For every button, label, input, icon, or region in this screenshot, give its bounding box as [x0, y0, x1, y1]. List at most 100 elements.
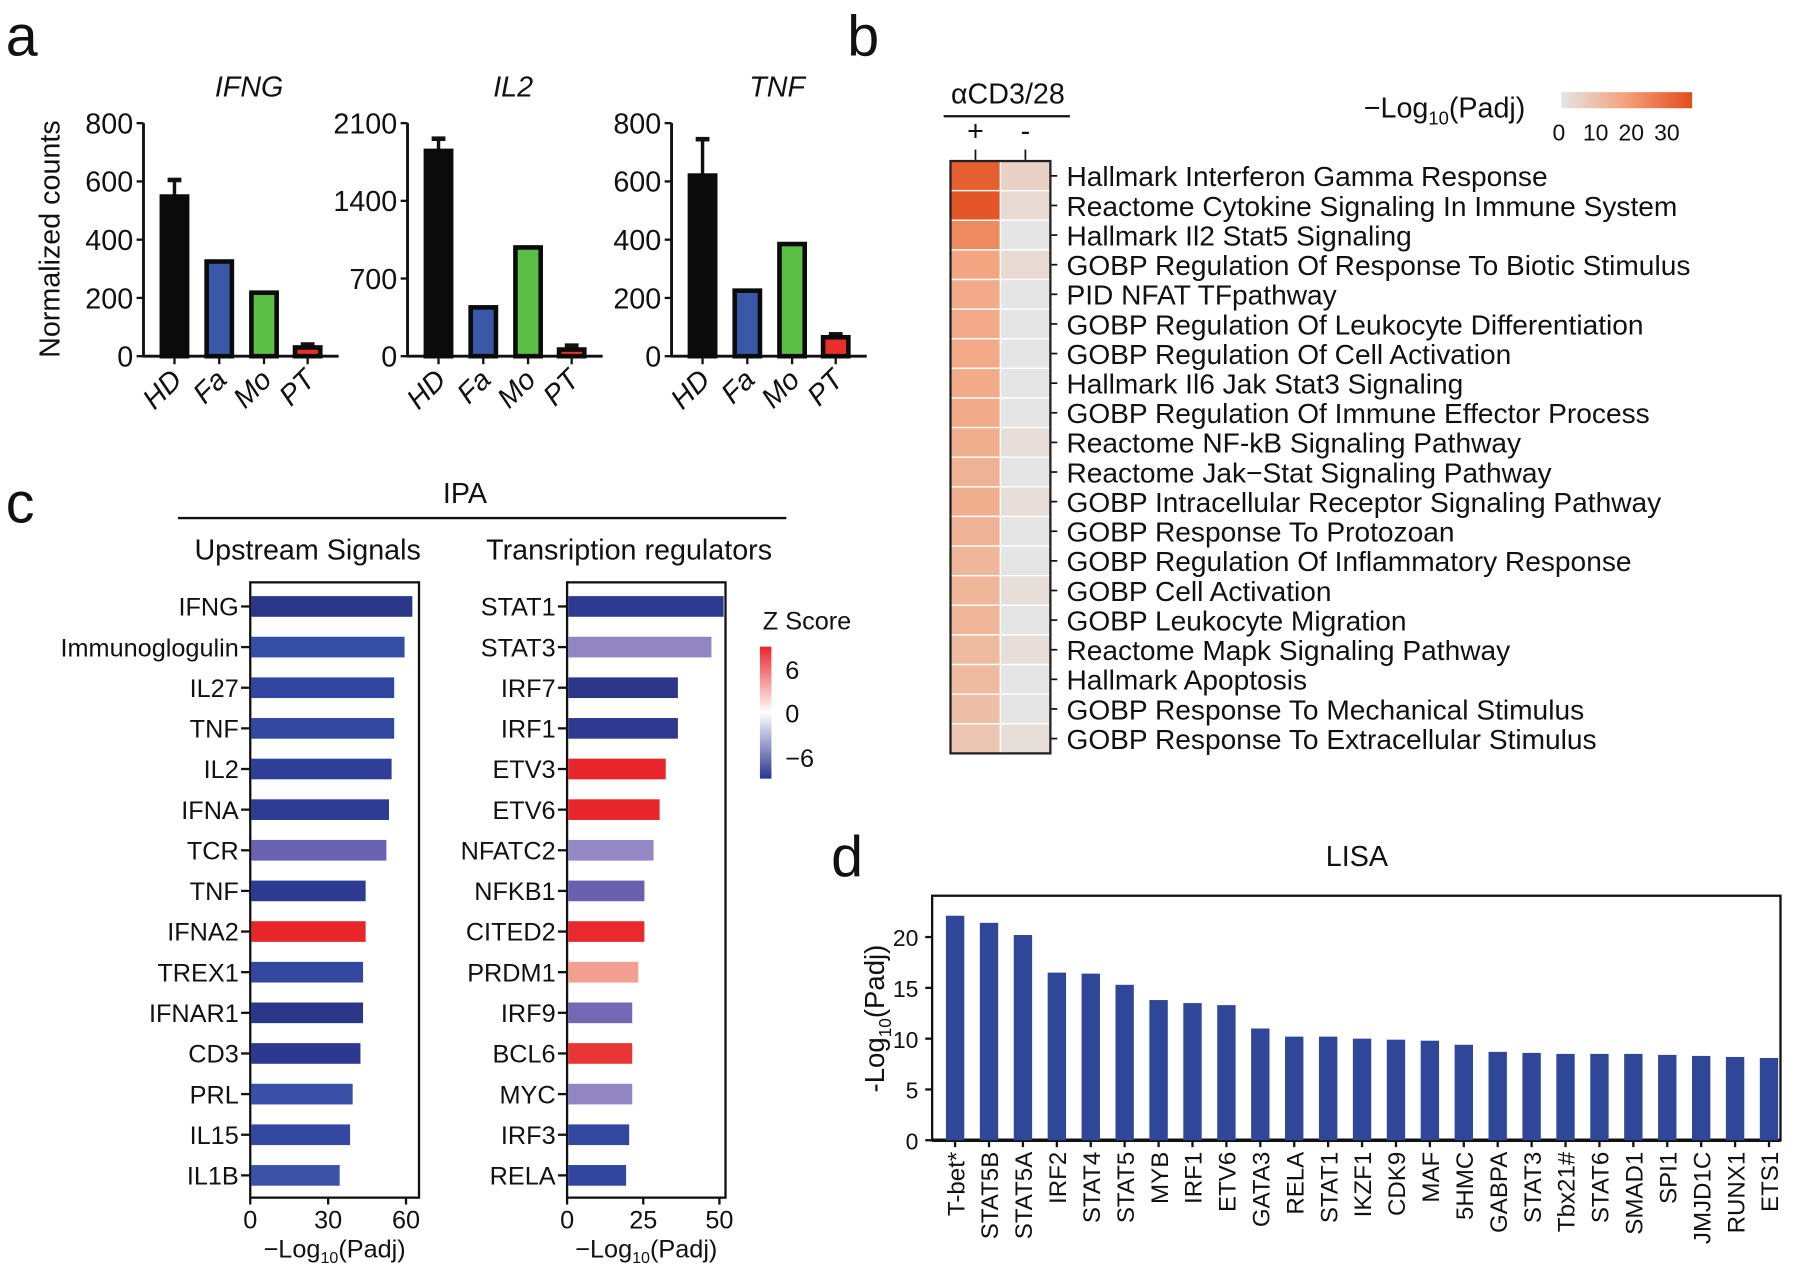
bar-tnf	[251, 880, 366, 902]
heatmap-cell-minus	[999, 663, 1052, 695]
y-tick-label: 800	[613, 108, 661, 140]
x-tick-label: ETS1	[1757, 1152, 1784, 1212]
y-tick-label: IFNA	[181, 797, 239, 825]
legend-tick-label: 30	[1654, 119, 1680, 145]
y-tick-label: 0	[645, 342, 661, 374]
y-tick-label: RELA	[490, 1163, 556, 1191]
bar-etv6	[568, 799, 660, 820]
bar-trex1	[251, 961, 364, 983]
x-label-main: −Log	[264, 1235, 321, 1263]
row-label: GOBP Intracellular Receptor Signaling Pa…	[1066, 487, 1661, 518]
x-tick-label: Fa	[187, 364, 233, 410]
heatmap-cell-plus	[949, 486, 1002, 518]
column-label: -	[1021, 115, 1031, 147]
y-tick-label: 400	[613, 225, 661, 257]
bar-bcl6	[568, 1043, 633, 1064]
heatmap-cell-plus	[949, 693, 1002, 725]
bar-jmjd1c	[1691, 1055, 1711, 1141]
bar-tbx21	[1556, 1053, 1575, 1141]
zscore-tick-label: 0	[785, 700, 799, 728]
y-axis-label: -Log10(Padj)	[859, 945, 895, 1093]
heatmap-cell-minus	[999, 574, 1052, 606]
y-tick-label: IRF1	[501, 716, 556, 744]
x-tick-label: RUNX1	[1723, 1152, 1750, 1234]
y-tick-label: IRF9	[501, 1000, 556, 1028]
bar-stat5a	[1013, 935, 1033, 1141]
bar-stat1	[1318, 1036, 1338, 1141]
bar-irf1	[1183, 1003, 1202, 1141]
group-label: αCD3/28	[951, 79, 1065, 111]
x-tick-label: STAT3	[1520, 1152, 1547, 1223]
bar-irf1	[568, 718, 678, 739]
y-tick-label: 0	[906, 1128, 919, 1154]
row-label: Reactome Jak−Stat Signaling Pathway	[1066, 457, 1551, 488]
x-tick-label: 60	[392, 1207, 420, 1235]
heatmap-cell-plus	[949, 308, 1002, 340]
heatmap-cell-minus	[999, 278, 1052, 310]
x-tick-label: Mo	[227, 364, 278, 415]
y-tick-label: 200	[85, 283, 133, 315]
bar-irf9	[568, 1002, 633, 1024]
subplot-1: Transription regulators STAT1 STAT3 IRF7 IRF…	[461, 534, 772, 1267]
x-tick-label: HD	[137, 364, 189, 416]
row-label: GOBP Response To Protozoan	[1066, 517, 1454, 548]
y-tick-label: MYC	[499, 1081, 555, 1109]
y-tick-label: ETV6	[492, 797, 555, 825]
heatmap-cell-minus	[999, 367, 1052, 399]
bar-tcr	[251, 839, 387, 861]
y-tick-label: 5	[906, 1078, 919, 1104]
bar-stat6	[1590, 1053, 1609, 1141]
y-tick-label: 15	[893, 976, 919, 1002]
y-tick-label: STAT1	[481, 594, 556, 622]
heatmap-cell-plus	[949, 367, 1002, 399]
y-tick-label: IL15	[190, 1122, 239, 1150]
heatmap-cell-minus	[999, 545, 1052, 577]
y-axis-label: Normalized counts	[35, 120, 67, 358]
heatmap-cell-minus	[999, 160, 1052, 192]
bar-fa	[204, 259, 235, 359]
bar-hd	[423, 148, 454, 359]
bar-gabpa	[1488, 1051, 1507, 1141]
heatmap-cell-plus	[949, 397, 1002, 429]
plot-title: LISA	[1326, 841, 1389, 873]
y-tick-label: TCR	[187, 837, 239, 865]
heatmap-cell-plus	[949, 515, 1002, 547]
bar-fa	[468, 305, 499, 359]
bar-hd	[159, 194, 190, 359]
y-tick-label: 10	[893, 1027, 919, 1053]
bar-immunoglogulin	[251, 636, 405, 658]
heatmap-cell-minus	[999, 397, 1052, 429]
x-tick-label: 5HMC	[1452, 1152, 1479, 1220]
y-tick-label: 600	[85, 167, 133, 199]
panel-b: αCD3/28 + - Hallmark Interferon Gamma Respo…	[943, 79, 1693, 755]
heatmap-cell-plus	[949, 249, 1002, 281]
bar-prl	[251, 1083, 353, 1105]
zscore-title: Z Score	[763, 607, 851, 635]
x-axis-label: −Log10(Padj)	[575, 1235, 717, 1267]
heatmap-cell-minus	[999, 456, 1052, 488]
row-label: Reactome Cytokine Signaling In Immune Sy…	[1066, 191, 1677, 222]
bar-rela	[568, 1165, 627, 1186]
y-tick-label: 200	[613, 283, 661, 315]
subplot-title: IFNG	[215, 72, 284, 104]
x-tick-label: SPI1	[1655, 1152, 1682, 1204]
legend-colorbar	[1561, 92, 1693, 109]
bar-pt	[292, 345, 323, 359]
row-label: GOBP Response To Mechanical Stimulus	[1066, 694, 1584, 725]
row-label: Hallmark Apoptosis	[1066, 665, 1307, 696]
bar-nfkb1	[568, 880, 645, 902]
y-tick-label: 0	[381, 342, 397, 374]
y-tick-label: CD3	[188, 1041, 239, 1069]
x-tick-label: PT	[537, 362, 587, 412]
heatmap-cell-plus	[949, 634, 1002, 666]
x-tick-label: Tbx21#	[1554, 1151, 1581, 1232]
y-tick-label: TNF	[190, 716, 239, 744]
bar-pt	[556, 347, 587, 359]
plot-frame	[565, 581, 727, 1199]
subplot-0: Upstream Signals IFNG Immunoglogulin IL27 TN…	[61, 534, 421, 1267]
bar-rela	[1285, 1036, 1304, 1141]
heatmap-cell-plus	[949, 338, 1002, 370]
bar-nfatc2	[568, 839, 654, 861]
bar-stat1	[568, 596, 724, 617]
